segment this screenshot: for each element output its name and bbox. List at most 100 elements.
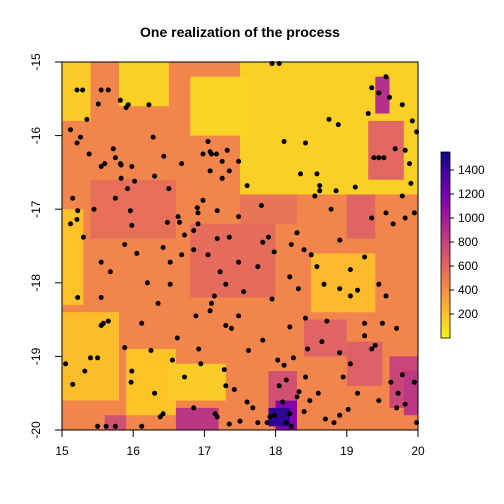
point-127 (303, 374, 308, 380)
field-region-7 (126, 349, 176, 416)
colorbar-segment-32 (441, 235, 450, 240)
point-182 (333, 188, 339, 194)
y-tick-label-3: -18 (29, 274, 43, 292)
point-128 (290, 355, 296, 361)
point-153 (388, 379, 394, 385)
point-118 (280, 399, 286, 405)
point-197 (326, 116, 332, 122)
point-21 (118, 175, 124, 181)
point-104 (226, 421, 232, 427)
point-221 (324, 318, 330, 324)
colorbar-segment-4 (441, 322, 450, 327)
realization-points (63, 61, 420, 429)
point-157 (379, 320, 385, 326)
point-92 (152, 390, 158, 396)
point-175 (409, 118, 415, 124)
point-77 (107, 269, 113, 275)
field-region-22 (375, 76, 390, 114)
colorbar-frame (440, 151, 451, 339)
point-158 (383, 293, 389, 299)
point-110 (255, 420, 261, 426)
point-116 (283, 377, 289, 383)
point-50 (219, 175, 225, 181)
point-136 (347, 293, 353, 299)
point-37 (191, 247, 197, 253)
point-85 (88, 355, 93, 361)
field-region-11 (190, 223, 276, 298)
point-19 (110, 146, 116, 152)
field-region-9 (311, 253, 376, 313)
point-140 (372, 342, 378, 348)
point-102 (237, 418, 243, 424)
field-region-8 (168, 363, 226, 401)
point-135 (337, 286, 343, 292)
point-187 (301, 247, 307, 253)
point-40 (194, 205, 200, 211)
point-201 (160, 245, 166, 250)
point-137 (355, 287, 360, 293)
point-171 (392, 146, 398, 152)
heatmap-field (62, 62, 418, 430)
colorbar-segment-59 (441, 152, 450, 156)
colorbar-segment-26 (441, 254, 450, 258)
point-32 (161, 153, 167, 159)
point-220 (376, 281, 382, 287)
colorbar-segment-18 (441, 279, 450, 283)
point-139 (362, 333, 368, 339)
colorbar-segment-49 (441, 183, 450, 187)
colorbar-segment-29 (441, 245, 450, 249)
point-15 (112, 155, 118, 161)
point-53 (207, 168, 213, 174)
point-126 (315, 390, 321, 396)
colorbar-segment-10 (441, 303, 450, 308)
point-125 (307, 398, 313, 404)
colorbar-segment-11 (441, 300, 450, 305)
point-103 (244, 399, 250, 405)
point-39 (177, 219, 182, 225)
point-206 (148, 348, 154, 353)
point-176 (387, 94, 392, 100)
point-211 (144, 280, 150, 286)
point-168 (376, 155, 382, 161)
point-54 (236, 158, 242, 164)
point-36 (175, 214, 181, 220)
chart-title: One realization of the process (140, 24, 340, 40)
point-151 (402, 401, 408, 407)
colorbar-segment-21 (441, 269, 450, 274)
point-66 (209, 300, 214, 306)
point-190 (287, 274, 293, 280)
colorbar-segment-41 (441, 207, 450, 212)
point-90 (129, 368, 135, 374)
point-154 (399, 372, 405, 378)
point-80 (98, 295, 104, 300)
point-75 (260, 337, 266, 343)
point-117 (276, 383, 282, 389)
point-218 (205, 139, 211, 144)
point-217 (352, 184, 358, 190)
point-38 (179, 252, 185, 258)
colorbar-segment-57 (441, 158, 450, 162)
point-25 (68, 221, 73, 227)
colorbar-segment-31 (441, 238, 450, 243)
colorbar-tick-label-6: 1400 (458, 163, 485, 177)
colorbar-segment-36 (441, 223, 450, 227)
y-tick-label-1: -16 (29, 127, 43, 145)
point-2 (84, 116, 90, 122)
colorbar-tick-label-3: 800 (458, 235, 478, 249)
point-33 (166, 186, 172, 192)
point-186 (294, 230, 300, 236)
point-29 (129, 222, 135, 228)
colorbar-segment-28 (441, 248, 450, 252)
point-63 (260, 239, 266, 245)
colorbar-segment-37 (441, 220, 450, 224)
point-129 (305, 346, 311, 352)
colorbar-segment-40 (441, 210, 450, 215)
point-82 (105, 318, 111, 324)
point-208 (182, 374, 187, 380)
point-120 (288, 423, 294, 429)
point-68 (211, 293, 217, 299)
colorbar-segment-15 (441, 288, 450, 293)
point-56 (214, 208, 220, 214)
point-61 (266, 234, 271, 240)
colorbar-segment-27 (441, 251, 450, 255)
